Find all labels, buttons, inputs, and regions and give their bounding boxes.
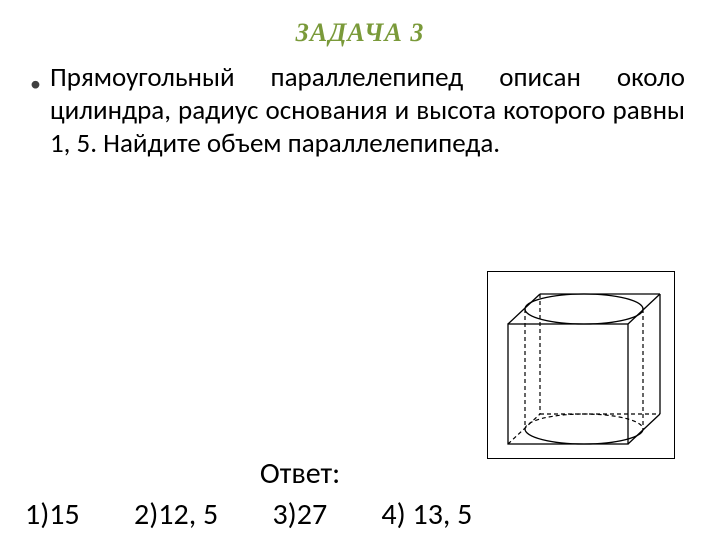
cylinder-top xyxy=(525,294,643,324)
answer-option-1: 1)15 xyxy=(25,496,134,533)
answer-option-3: 3)27 xyxy=(272,496,381,533)
bullet-icon: • xyxy=(30,70,41,97)
answer-label: Ответ: xyxy=(0,455,720,492)
answer-options: 1)15 2)12, 5 3)27 4) 13, 5 xyxy=(0,496,720,533)
problem-block: • Прямоугольный параллелепипед описан ок… xyxy=(50,62,685,161)
problem-text: Прямоугольный параллелепипед описан окол… xyxy=(50,62,685,161)
geometry-figure xyxy=(487,271,675,459)
answer-option-4: 4) 13, 5 xyxy=(381,496,472,533)
answer-option-2: 2)12, 5 xyxy=(134,496,272,533)
edge-bl xyxy=(508,414,540,444)
problem-title: ЗАДАЧА 3 xyxy=(0,18,720,48)
cylinder-bottom-back xyxy=(525,414,643,429)
edge-tr xyxy=(628,294,660,324)
answer-block: Ответ: 1)15 2)12, 5 3)27 4) 13, 5 xyxy=(0,455,720,533)
edge-br xyxy=(628,414,660,444)
cylinder-bottom-front xyxy=(525,429,643,444)
edge-tl xyxy=(508,294,540,324)
cuboid-cylinder-svg xyxy=(488,272,674,458)
